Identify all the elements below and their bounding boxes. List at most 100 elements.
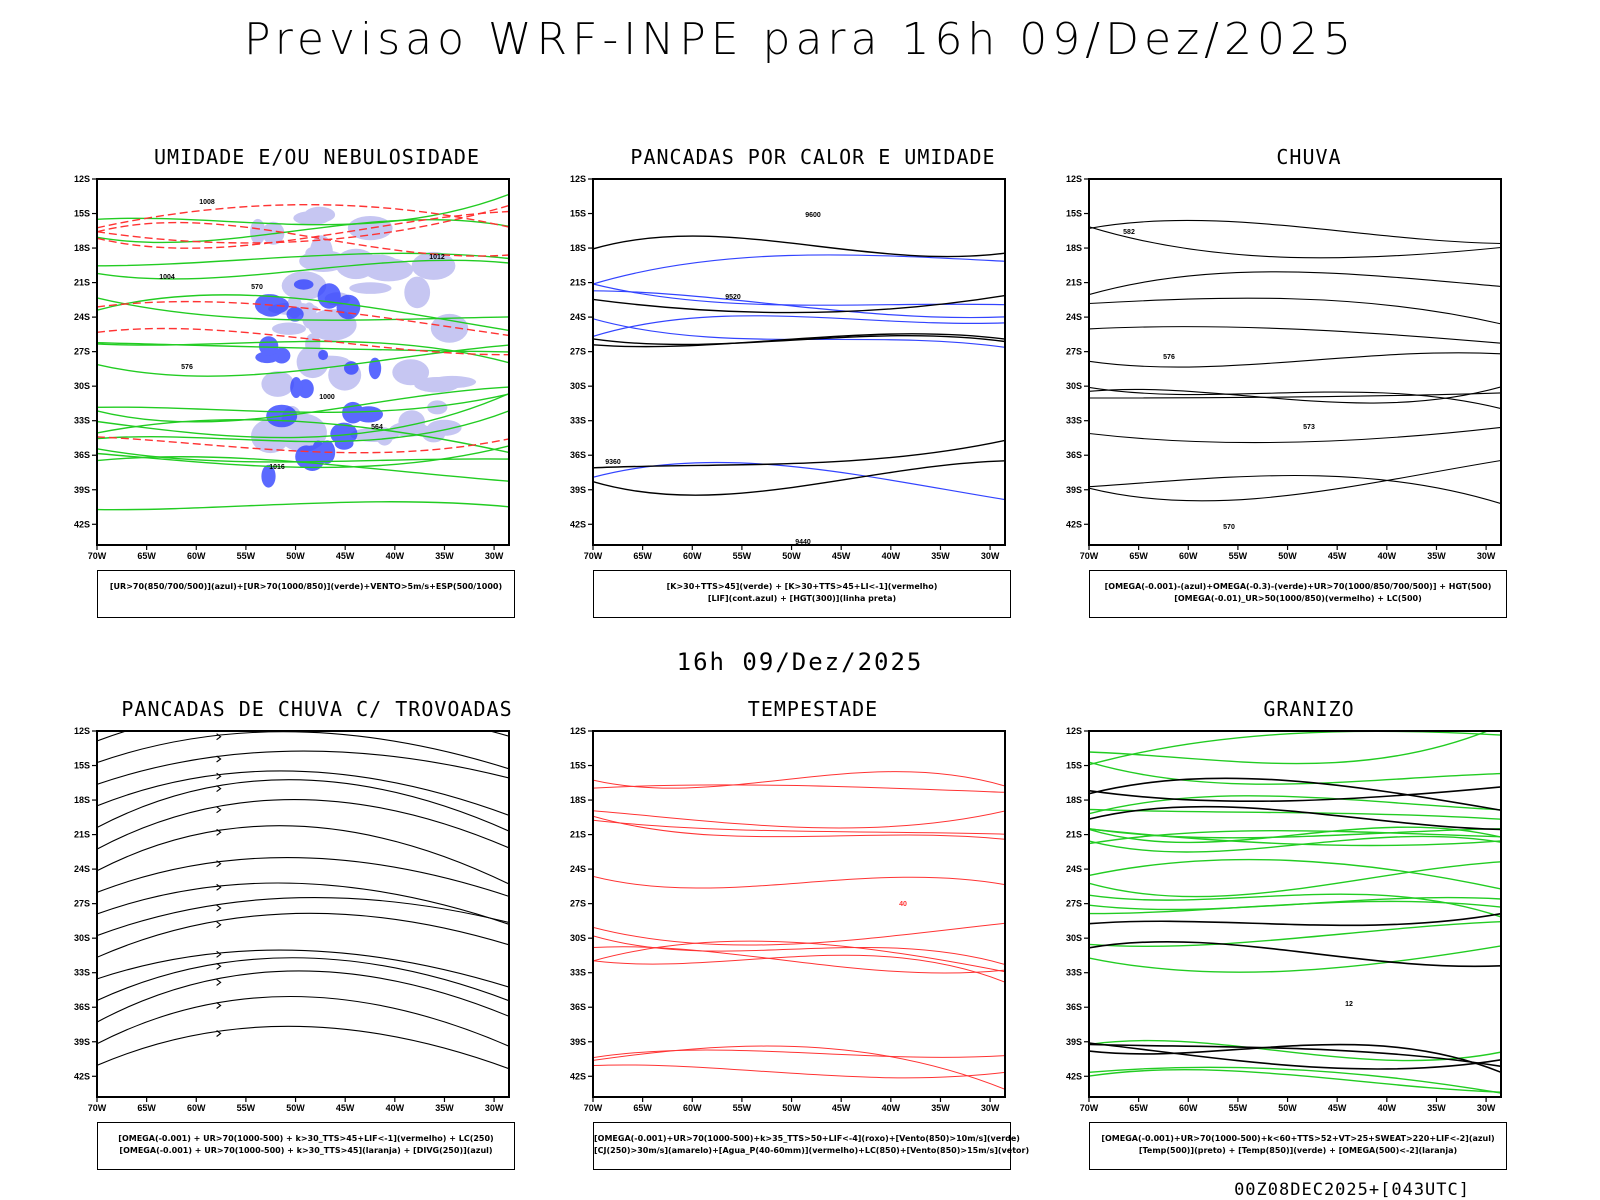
streamlines-250-arrow — [216, 785, 222, 793]
map-frame — [1088, 178, 1502, 546]
y-tick-label: 42S — [74, 519, 90, 529]
y-tick-label: 21S — [570, 830, 586, 840]
y-tick-label: 27S — [1066, 347, 1082, 357]
lif-contours-line — [593, 290, 1005, 319]
y-tick-label: 27S — [74, 899, 90, 909]
map-content — [97, 721, 509, 1070]
streamlines-250-arrow — [216, 828, 222, 836]
x-tick-label: 70W — [584, 551, 603, 561]
legend-tempestade: [OMEGA(-0.001)+UR>70(1000-500)+k>35_TTS>… — [593, 1122, 1029, 1170]
y-tick-label: 18S — [570, 795, 586, 805]
temp850-contours-line — [1089, 921, 1501, 948]
geography — [132, 721, 418, 732]
precip-water-contours — [593, 771, 1005, 1090]
y-tick-label: 36S — [74, 1002, 90, 1012]
hgt500-contours-line — [1089, 459, 1501, 502]
y-tick-label: 15S — [570, 209, 586, 219]
y-tick-label: 42S — [74, 1071, 90, 1081]
x-tick-label: 35W — [931, 551, 950, 561]
streamlines-250-arrow — [216, 733, 222, 741]
humidity-mid-cell — [368, 357, 382, 380]
x-tick-label: 60W — [683, 551, 702, 561]
streamlines-250-arrow — [216, 1030, 222, 1037]
contour-label: 1016 — [269, 464, 285, 471]
geography — [628, 179, 815, 180]
y-tick-label: 30S — [74, 933, 90, 943]
border-line — [717, 179, 719, 180]
contour-label: 9520 — [725, 294, 741, 301]
y-tick-label: 18S — [74, 243, 90, 253]
x-tick-label: 55W — [733, 551, 752, 561]
legend-line: [OMEGA(-0.001)-(azul)+OMEGA(-0.3)-(verde… — [1104, 582, 1492, 591]
humidity-high-cell — [411, 251, 456, 280]
humidity-low-contours-line — [97, 297, 509, 321]
humidity-low-contours-line — [97, 393, 509, 414]
temp850-contours-line — [1089, 900, 1501, 915]
contour-labels: 582 576 573 570 — [1123, 229, 1315, 531]
x-tick-label: 65W — [137, 551, 156, 561]
x-tick-label: 30W — [485, 1103, 504, 1113]
y-tick-label: 30S — [570, 381, 586, 391]
legend-line: [OMEGA(-0.001) + UR>70(1000-500) + k>30_… — [119, 1146, 493, 1155]
x-tick-label: 60W — [683, 1103, 702, 1113]
x-tick-label: 65W — [633, 551, 652, 561]
precip-water-contours-line — [593, 954, 1005, 983]
temp850-contours-line — [1089, 761, 1501, 785]
border-line — [318, 179, 319, 180]
y-tick-label: 33S — [74, 416, 90, 426]
map-trovoadas: 12S 15S 18S 21S 24S 27S 30S 33S 36S 39S 42S 70W 65W 6… — [74, 721, 510, 1113]
x-tick-label: 55W — [733, 1103, 752, 1113]
y-tick-label: 33S — [570, 416, 586, 426]
streamlines-250-arrow — [216, 755, 222, 763]
map-content: 40 — [593, 731, 1005, 1090]
main-title: Previsao WRF-INPE para 16h 09/Dez/2025 — [244, 14, 1356, 65]
precip-water-contours-line — [593, 771, 1005, 789]
temp500-contours-line — [1089, 777, 1501, 811]
coastline — [142, 721, 418, 725]
contour-label: 564 — [371, 424, 383, 431]
map-content: 12 — [1089, 721, 1501, 1094]
x-tick-label: 45W — [1328, 551, 1347, 561]
y-tick-label: 12S — [1066, 174, 1082, 184]
streamlines-250-arrow — [216, 904, 222, 912]
y-tick-label: 39S — [74, 485, 90, 495]
humidity-low-contours-line — [97, 386, 509, 423]
humidity-low-contours-line — [97, 501, 509, 511]
map-background — [593, 731, 1005, 1097]
legend-line: [OMEGA(-0.001) + UR>70(1000-500) + k>30_… — [118, 1134, 494, 1143]
precip-water-contours-line — [593, 922, 1005, 946]
y-tick-label: 39S — [570, 1037, 586, 1047]
border-line — [318, 731, 319, 732]
x-tick-label: 55W — [1229, 551, 1248, 561]
streamlines-250-line — [97, 882, 509, 925]
border-line — [1124, 179, 1126, 180]
map-frame — [96, 178, 510, 546]
streamlines-250-arrow — [216, 1002, 222, 1009]
map-frame — [592, 730, 1006, 1098]
coastline — [1134, 721, 1410, 725]
thickness-contours-line — [97, 210, 509, 249]
y-tick-label: 42S — [1066, 519, 1082, 529]
temp850-contours — [1089, 731, 1501, 1094]
streamlines-250-line — [97, 970, 509, 1023]
streamlines-250-line — [97, 750, 509, 785]
y-tick-label: 33S — [1066, 416, 1082, 426]
streamlines-250-arrow — [216, 950, 222, 958]
x-tick-label: 60W — [187, 551, 206, 561]
y-tick-label: 18S — [570, 243, 586, 253]
thickness-contours-line — [97, 327, 509, 356]
precip-water-contours-line — [593, 810, 1005, 829]
border-line — [132, 179, 134, 180]
contour-labels: 12 — [1345, 1001, 1353, 1008]
y-tick-label: 15S — [74, 761, 90, 771]
x-tick-label: 45W — [832, 551, 851, 561]
x-tick-label: 70W — [88, 1103, 107, 1113]
precip-water-contours-line — [593, 1064, 1005, 1079]
hgt500-contours-line — [1089, 297, 1501, 325]
x-tick-label: 40W — [386, 1103, 405, 1113]
contour-labels: 9600 9520 9440 9360 — [605, 212, 821, 545]
precip-water-contours-line — [593, 940, 1005, 973]
x-tick-label: 65W — [137, 1103, 156, 1113]
y-tick-label: 36S — [570, 450, 586, 460]
axes: 12S 15S 18S 21S 24S 27S 30S 33S 36S 39S 42S 70W 65W 6… — [1066, 174, 1496, 561]
